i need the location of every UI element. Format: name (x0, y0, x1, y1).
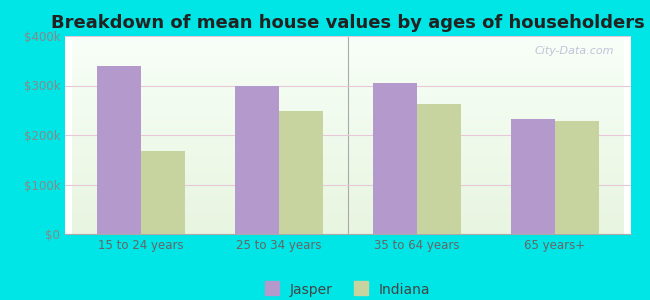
Legend: Jasper, Indiana: Jasper, Indiana (259, 277, 436, 300)
Bar (141, 151, 185, 234)
Bar (554, 121, 599, 234)
Text: City-Data.com: City-Data.com (534, 46, 614, 56)
Bar (279, 111, 323, 234)
Bar (417, 104, 461, 234)
Bar (372, 83, 417, 234)
Bar (235, 85, 279, 234)
Bar (97, 66, 141, 234)
Bar (510, 119, 554, 234)
Title: Breakdown of mean house values by ages of householders: Breakdown of mean house values by ages o… (51, 14, 645, 32)
